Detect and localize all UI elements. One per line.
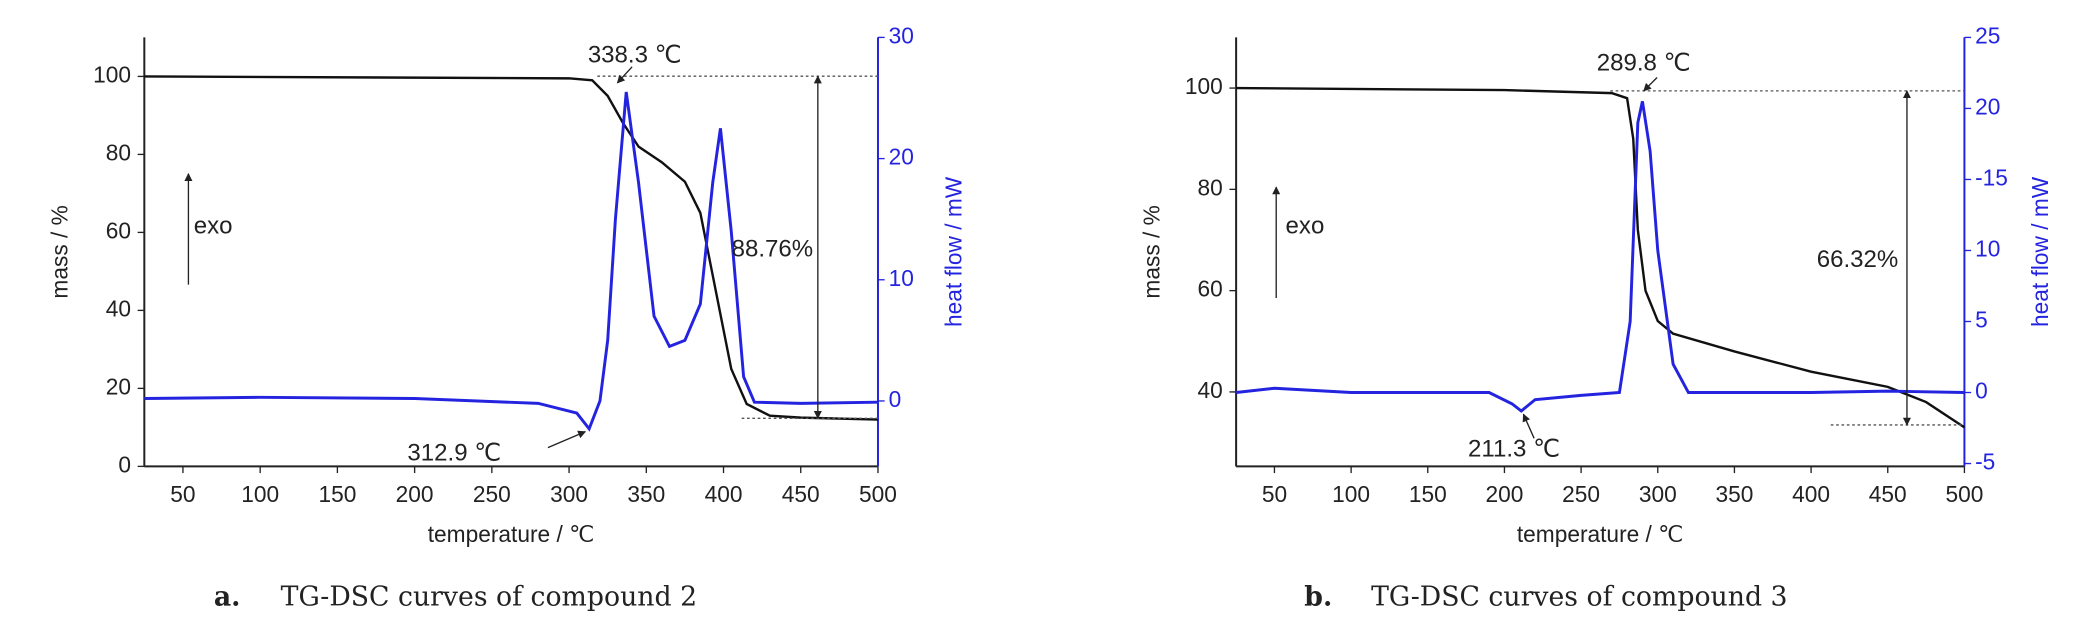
y2-tick-label: 0 [889, 386, 902, 412]
annotation: 289.8 ℃ [1597, 50, 1691, 77]
figure-root: 50 100 150 200 250 300 350 400 450 50002040608010… [46, 22, 2052, 612]
y-axis-label: mass / % [46, 205, 72, 298]
x-axis-label: temperature / ℃ [1517, 521, 1684, 547]
x-tick-label: 350 [1715, 481, 1753, 507]
y2-tick-label: 20 [1975, 93, 2000, 119]
y2-tick-label: 20 [889, 144, 914, 170]
series-line [144, 75, 879, 421]
x-tick-label: 50 [1262, 481, 1287, 507]
y-tick-label: 80 [1197, 174, 1222, 200]
x-tick-label: 150 [318, 481, 356, 507]
y-axis-label: mass / % [1138, 205, 1164, 298]
series-line [1236, 86, 1966, 429]
x-tick-label: 50 [170, 481, 195, 507]
y2-tick-label: 30 [889, 22, 914, 48]
leader-line [616, 66, 633, 84]
x-tick-label: 450 [782, 481, 820, 507]
y2-tick-label: 0 [1975, 378, 1988, 404]
y-tick-label: 100 [1185, 73, 1223, 99]
y-tick-label: 60 [106, 217, 131, 243]
x-tick-label: 500 [1945, 481, 1983, 507]
x-axis-label: temperature / ℃ [428, 521, 595, 547]
y2-tick-label: 10 [889, 265, 914, 291]
x-tick-label: 400 [705, 481, 743, 507]
annotation: 338.3 ℃ [588, 41, 682, 68]
x-tick-label: 350 [627, 481, 665, 507]
y-tick-label: 40 [1197, 377, 1222, 403]
y-tick-label: 80 [106, 139, 131, 165]
series-line [1235, 101, 1965, 413]
x-tick-label: 450 [1869, 481, 1907, 507]
caption-label: b. [1304, 582, 1332, 613]
y-tick-label: 40 [106, 295, 131, 321]
x-tick-label: 200 [396, 481, 434, 507]
x-tick-label: 250 [1562, 481, 1600, 507]
annotation: 66.32% [1817, 246, 1899, 273]
y-tick-label: 20 [106, 373, 131, 399]
y2-tick-label: 10 [1975, 235, 2000, 261]
caption: TG-DSC curves of compound 2 [281, 582, 697, 613]
leader-line [547, 430, 587, 449]
y2-axis-label: heat flow / mW [2027, 176, 2053, 327]
x-tick-label: 400 [1792, 481, 1830, 507]
annotation: 211.3 ℃ [1468, 436, 1560, 463]
x-tick-label: 100 [241, 481, 279, 507]
x-tick-label: 250 [473, 481, 511, 507]
annotation: 312.9 ℃ [407, 440, 501, 467]
x-tick-label: 300 [1639, 481, 1677, 507]
x-tick-label: 100 [1332, 481, 1370, 507]
x-tick-label: 300 [550, 481, 588, 507]
annotation: exo [1286, 213, 1325, 240]
x-tick-label: 500 [859, 481, 897, 507]
x-tick-label: 200 [1485, 481, 1523, 507]
leader-line [1522, 413, 1535, 439]
y2-axis-label: heat flow / mW [940, 176, 966, 327]
y-tick-label: 60 [1197, 276, 1222, 302]
y2-tick-label: 5 [1975, 307, 1988, 333]
annotation: 88.76% [732, 235, 814, 262]
y2-tick-label: -15 [1975, 164, 2008, 190]
leader-line [1643, 77, 1658, 92]
y2-tick-label: -5 [1975, 449, 1995, 475]
y2-tick-label: 25 [1975, 22, 2000, 48]
y-tick-label: 100 [93, 61, 131, 87]
x-tick-label: 150 [1409, 481, 1447, 507]
caption: TG-DSC curves of compound 3 [1371, 582, 1787, 613]
caption-label: a. [214, 582, 241, 613]
annotation: exo [194, 213, 233, 240]
series-line [144, 91, 878, 432]
y-tick-label: 0 [118, 451, 131, 477]
